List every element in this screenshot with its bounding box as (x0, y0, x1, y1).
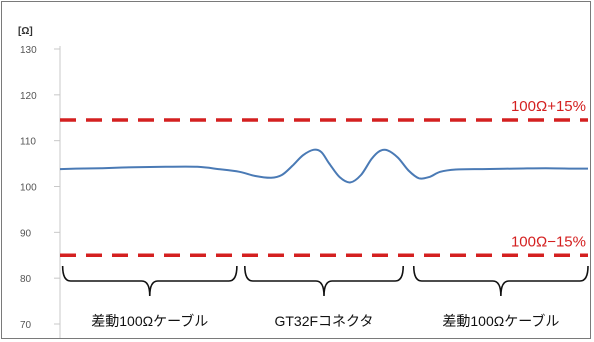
y-tick-label: 130 (20, 45, 37, 56)
segment-label: 差動100Ωケーブル (91, 313, 208, 329)
segment-brace (244, 265, 404, 297)
y-tick-label: 80 (20, 274, 32, 285)
segment-brace (61, 265, 238, 297)
limit-label: 100Ω−15% (511, 233, 586, 250)
segment-label: GT32Fコネクタ (274, 313, 373, 329)
impedance-series-line (59, 148, 589, 184)
y-tick-label: 70 (20, 320, 32, 331)
y-tick-label: 90 (20, 228, 32, 239)
limit-label: 100Ω+15% (511, 98, 586, 115)
segment-label: 差動100Ωケーブル (442, 313, 559, 329)
segment-brace (412, 265, 589, 297)
y-tick-label: 110 (20, 137, 36, 148)
y-axis-unit: [Ω] (18, 26, 33, 37)
y-tick-label: 100 (20, 183, 37, 194)
y-tick-label: 120 (20, 91, 37, 102)
